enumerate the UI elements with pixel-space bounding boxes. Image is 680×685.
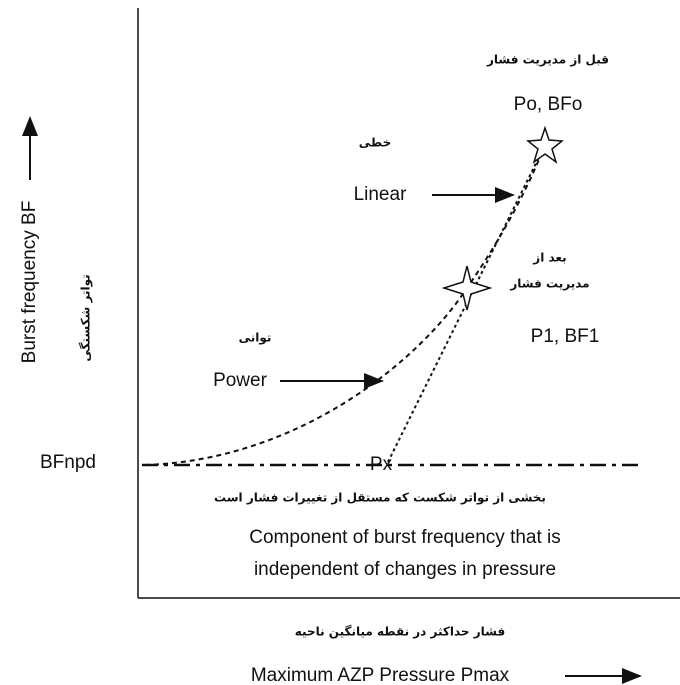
label: independent of changes in pressure: [254, 559, 556, 580]
label: تواتر شکستگی: [79, 274, 94, 361]
power-curve: [144, 144, 546, 466]
star-p1: [441, 265, 493, 311]
label: بعد از: [532, 251, 566, 265]
label: Px: [370, 454, 393, 475]
label: Component of burst frequency that is: [249, 527, 561, 548]
label: P1, BF1: [531, 326, 600, 347]
label: BFnpd: [40, 452, 96, 473]
star-p0: [526, 125, 564, 164]
label: توانی: [239, 331, 272, 346]
label: Po, BFo: [514, 94, 583, 115]
label: بخشی از تواتر شکست که مستقل از تغییرات ف…: [214, 491, 546, 506]
x-axis-title: Maximum AZP Pressure Pmax: [251, 665, 510, 685]
y-axis-title: Burst frequency BF: [19, 201, 40, 364]
label: Power: [213, 370, 268, 391]
label: خطی: [359, 136, 391, 150]
label: مدیریت فشار: [509, 277, 589, 291]
label: Linear: [354, 184, 407, 205]
label: قبل از مدیریت فشار: [486, 53, 609, 67]
label: فشار حداکثر در نقطه میانگین ناحیه: [295, 625, 505, 639]
